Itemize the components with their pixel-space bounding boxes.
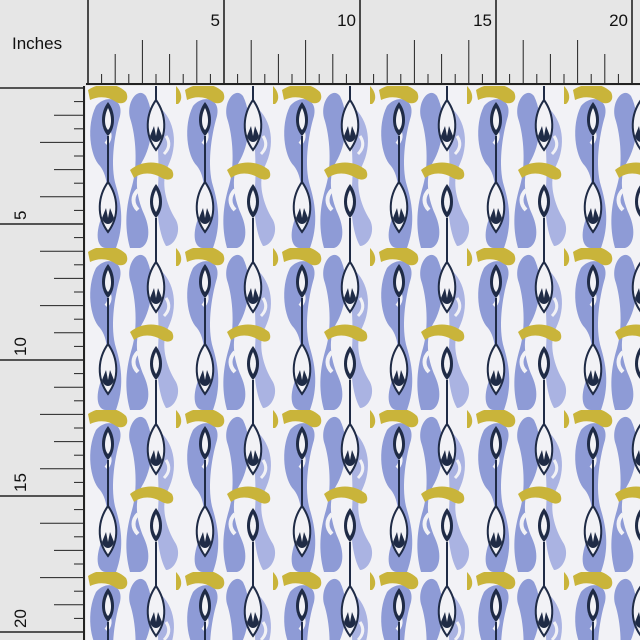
top-ruler: 5 10 15 20 [86,0,640,86]
left-ruler-number: 20 [11,609,30,628]
units-label: Inches [12,34,63,53]
top-ruler-number: 10 [337,11,356,30]
top-ruler-number: 5 [211,11,220,30]
left-ruler: 5 10 15 20 [0,86,86,640]
ruler-corner: Inches [0,0,86,86]
top-ruler-number: 15 [473,11,492,30]
left-ruler-number: 10 [11,337,30,356]
top-ruler-number: 20 [609,11,628,30]
left-ruler-number: 15 [11,473,30,492]
left-ruler-number: 5 [11,211,30,220]
fabric-swatch-image [86,86,640,640]
fabric-fill [86,86,640,640]
